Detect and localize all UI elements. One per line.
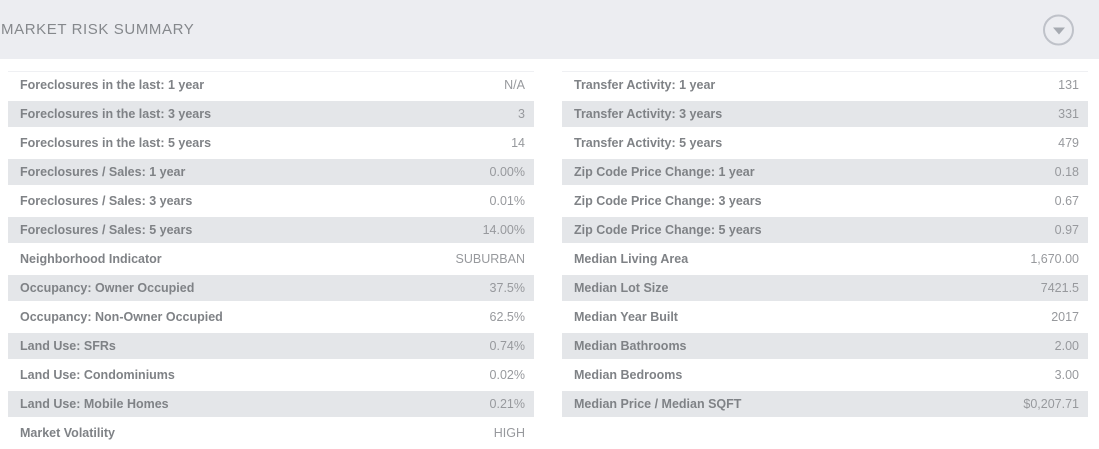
summary-row: Occupancy: Owner Occupied 37.5% xyxy=(8,275,534,301)
row-value: 131 xyxy=(1058,78,1079,92)
row-label: Median Bathrooms xyxy=(574,339,687,353)
summary-row: Foreclosures in the last: 5 years 14 xyxy=(8,130,534,156)
row-value: HIGH xyxy=(493,426,525,440)
summary-row: Foreclosures in the last: 1 year N/A xyxy=(8,72,534,98)
summary-row: Median Price / Median SQFT $0,207.71 xyxy=(562,391,1088,417)
row-label: Foreclosures / Sales: 3 years xyxy=(20,194,193,208)
row-value: 0.00% xyxy=(489,165,525,179)
row-label: Transfer Activity: 3 years xyxy=(574,107,723,121)
row-value: 0.74% xyxy=(489,339,525,353)
row-value: 3 xyxy=(518,107,525,121)
row-value: 2.00 xyxy=(1054,339,1079,353)
row-label: Transfer Activity: 1 year xyxy=(574,78,716,92)
summary-row: Foreclosures / Sales: 1 year 0.00% xyxy=(8,159,534,185)
row-value: 0.18 xyxy=(1054,165,1079,179)
row-label: Occupancy: Non-Owner Occupied xyxy=(20,310,223,324)
row-value: 0.21% xyxy=(489,397,525,411)
panel-header: MARKET RISK SUMMARY xyxy=(0,0,1099,59)
summary-row: Median Year Built 2017 xyxy=(562,304,1088,330)
summary-row: Zip Code Price Change: 5 years 0.97 xyxy=(562,217,1088,243)
row-label: Median Year Built xyxy=(574,310,678,324)
row-value: 37.5% xyxy=(489,281,525,295)
row-value: 62.5% xyxy=(489,310,525,324)
row-label: Neighborhood Indicator xyxy=(20,252,162,266)
row-value: 479 xyxy=(1058,136,1079,150)
summary-column-left: Foreclosures in the last: 1 year N/A For… xyxy=(8,71,534,449)
collapse-button[interactable] xyxy=(1043,14,1074,45)
row-label: Foreclosures / Sales: 5 years xyxy=(20,223,193,237)
summary-row: Foreclosures in the last: 3 years 3 xyxy=(8,101,534,127)
summary-row: Median Living Area 1,670.00 xyxy=(562,246,1088,272)
summary-row: Market Volatility HIGH xyxy=(8,420,534,446)
row-label: Transfer Activity: 5 years xyxy=(574,136,723,150)
row-label: Foreclosures in the last: 1 year xyxy=(20,78,205,92)
summary-row: Occupancy: Non-Owner Occupied 62.5% xyxy=(8,304,534,330)
row-value: $0,207.71 xyxy=(1023,397,1079,411)
summary-row: Transfer Activity: 3 years 331 xyxy=(562,101,1088,127)
row-label: Median Price / Median SQFT xyxy=(574,397,742,411)
row-label: Land Use: Mobile Homes xyxy=(20,397,169,411)
row-label: Median Bedrooms xyxy=(574,368,683,382)
row-value: 14.00% xyxy=(482,223,525,237)
row-label: Market Volatility xyxy=(20,426,115,440)
summary-row: Land Use: Condominiums 0.02% xyxy=(8,362,534,388)
row-label: Median Lot Size xyxy=(574,281,669,295)
summary-content: Foreclosures in the last: 1 year N/A For… xyxy=(0,59,1099,449)
row-label: Zip Code Price Change: 5 years xyxy=(574,223,762,237)
summary-row: Transfer Activity: 5 years 479 xyxy=(562,130,1088,156)
summary-row: Zip Code Price Change: 3 years 0.67 xyxy=(562,188,1088,214)
row-value: 331 xyxy=(1058,107,1079,121)
row-value: SUBURBAN xyxy=(455,252,525,266)
summary-row: Foreclosures / Sales: 5 years 14.00% xyxy=(8,217,534,243)
row-label: Foreclosures in the last: 3 years xyxy=(20,107,212,121)
row-value: N/A xyxy=(504,78,525,92)
row-value: 0.01% xyxy=(489,194,525,208)
summary-row: Median Lot Size 7421.5 xyxy=(562,275,1088,301)
row-value: 14 xyxy=(511,136,525,150)
summary-row: Median Bedrooms 3.00 xyxy=(562,362,1088,388)
row-label: Occupancy: Owner Occupied xyxy=(20,281,195,295)
row-label: Land Use: SFRs xyxy=(20,339,116,353)
summary-row: Land Use: Mobile Homes 0.21% xyxy=(8,391,534,417)
row-label: Zip Code Price Change: 3 years xyxy=(574,194,762,208)
row-label: Zip Code Price Change: 1 year xyxy=(574,165,755,179)
chevron-down-icon xyxy=(1052,27,1065,34)
row-value: 0.67 xyxy=(1054,194,1079,208)
row-label: Foreclosures in the last: 5 years xyxy=(20,136,212,150)
summary-row: Land Use: SFRs 0.74% xyxy=(8,333,534,359)
row-label: Median Living Area xyxy=(574,252,689,266)
summary-row: Median Bathrooms 2.00 xyxy=(562,333,1088,359)
summary-row: Zip Code Price Change: 1 year 0.18 xyxy=(562,159,1088,185)
summary-row: Transfer Activity: 1 year 131 xyxy=(562,72,1088,98)
summary-column-right: Transfer Activity: 1 year 131 Transfer A… xyxy=(562,71,1088,449)
row-value: 0.02% xyxy=(489,368,525,382)
panel-title: MARKET RISK SUMMARY xyxy=(1,21,195,38)
summary-row: Neighborhood Indicator SUBURBAN xyxy=(8,246,534,272)
row-label: Land Use: Condominiums xyxy=(20,368,175,382)
row-label: Foreclosures / Sales: 1 year xyxy=(20,165,186,179)
summary-row: Foreclosures / Sales: 3 years 0.01% xyxy=(8,188,534,214)
row-value: 7421.5 xyxy=(1040,281,1079,295)
row-value: 1,670.00 xyxy=(1030,252,1079,266)
row-value: 2017 xyxy=(1051,310,1079,324)
row-value: 3.00 xyxy=(1054,368,1079,382)
row-value: 0.97 xyxy=(1054,223,1079,237)
